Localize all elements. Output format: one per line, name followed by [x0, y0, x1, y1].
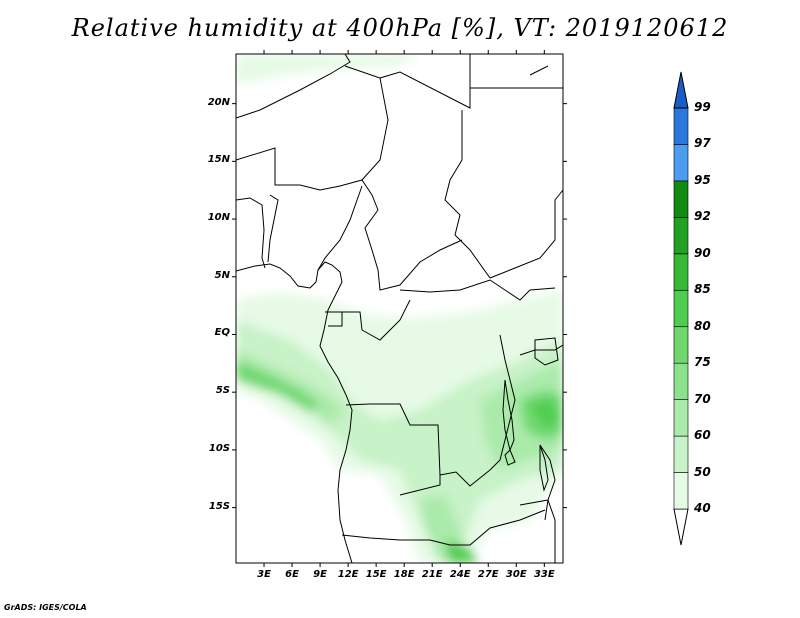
- border-chad-car: [364, 209, 463, 291]
- border-eq-guinea: [325, 311, 343, 327]
- y-tick-label: 5N: [214, 269, 230, 281]
- coast-redsea: [529, 65, 549, 76]
- x-tick-label: 33E: [533, 569, 555, 580]
- colorbar-label: 90: [694, 245, 711, 260]
- border-car-drc: [399, 279, 556, 301]
- colorbar-label: 50: [694, 464, 711, 479]
- humidity-area-north-strip: [236, 54, 420, 84]
- humidity-area-70-east: [480, 360, 563, 470]
- colorbar-segment: [673, 289, 689, 328]
- humidity-field: [236, 54, 563, 563]
- colorbar-segment: [673, 435, 689, 473]
- colorbar-segment: [673, 399, 689, 437]
- colorbar-segment: [673, 253, 689, 291]
- border-southeast: [519, 499, 556, 563]
- border-zambia-south: [429, 509, 546, 546]
- x-tick-label: 9E: [313, 569, 327, 580]
- colorbar-label: 40: [694, 501, 711, 515]
- colorbar-top-arrow: [673, 71, 689, 109]
- colorbar-label: 97: [694, 136, 711, 151]
- map-frame: [235, 53, 564, 564]
- border-tanzania: [519, 344, 563, 356]
- border-benin: [267, 194, 279, 263]
- humidity-area-80: [236, 360, 320, 412]
- lake-malawi: [539, 444, 549, 492]
- y-tick-label: 20N: [207, 96, 230, 108]
- credit-text: GrADS: IGES/COLA: [4, 603, 87, 612]
- colorbar-segment: [673, 180, 689, 218]
- colorbar-label: 80: [694, 318, 711, 333]
- y-tick-label: 10S: [208, 442, 230, 454]
- lake-victoria: [534, 337, 559, 366]
- country-borders: [236, 54, 563, 563]
- x-tick-label: 18E: [393, 569, 415, 580]
- colorbar-label: 99: [694, 100, 711, 114]
- x-axis-ticks: [263, 50, 545, 567]
- border-libya-chad: [379, 54, 471, 109]
- x-tick-label: 24E: [449, 569, 471, 580]
- colorbar-segment: [673, 326, 689, 364]
- colorbar-label: 60: [694, 428, 711, 443]
- colorbar-segment: [673, 362, 689, 400]
- y-tick-label: EQ: [214, 327, 230, 339]
- border-nigeria-cameroon: [317, 185, 363, 271]
- colorbar-segment: [673, 107, 689, 145]
- humidity-area-85-south: [445, 540, 478, 563]
- x-tick-label: 21E: [421, 569, 443, 580]
- border-chad-sudan: [444, 110, 491, 279]
- y-tick-label: 5S: [215, 385, 230, 397]
- humidity-area-85: [530, 400, 560, 428]
- colorbar-segment: [673, 472, 689, 510]
- border-west-africa: [236, 197, 266, 269]
- border-sudan-south: [489, 189, 563, 279]
- lake-tanganyika: [502, 379, 515, 452]
- colorbar-segment: [673, 144, 689, 182]
- y-tick-label: 15S: [208, 500, 230, 512]
- humidity-area-60: [236, 320, 563, 560]
- x-tick-label: 3E: [257, 569, 271, 580]
- border-algeria-mali: [236, 54, 351, 119]
- colorbar-bottom-arrow: [673, 508, 689, 546]
- border-niger-north: [344, 65, 389, 181]
- x-tick-label: 12E: [337, 569, 359, 580]
- border-angola-zambia: [399, 475, 441, 496]
- colorbar-segment: [673, 217, 689, 255]
- x-tick-label: 27E: [477, 569, 499, 580]
- colorbar-label: 85: [694, 282, 711, 297]
- colorbar-label: 95: [694, 172, 711, 187]
- border-drc-east: [489, 334, 516, 471]
- border-drc-angola: [345, 403, 491, 487]
- colorbar-label: 70: [694, 391, 711, 406]
- border-niger-nigeria: [236, 147, 379, 211]
- y-axis-ticks: [232, 103, 567, 509]
- map-title: Relative humidity at 400hPa [%], VT: 201…: [71, 14, 729, 42]
- x-tick-label: 30E: [505, 569, 527, 580]
- colorbar: [673, 71, 689, 546]
- x-tick-label: 15E: [365, 569, 387, 580]
- border-namibia: [341, 534, 430, 541]
- colorbar-label: 92: [694, 209, 711, 224]
- colorbar-label: 75: [694, 355, 711, 370]
- border-gabon-congo: [342, 299, 411, 341]
- y-tick-label: 15N: [207, 154, 230, 166]
- coastline: [236, 261, 353, 563]
- x-tick-label: 6E: [285, 569, 299, 580]
- border-mozambique-malawi: [539, 444, 556, 521]
- lake-mweru: [504, 449, 516, 466]
- y-tick-label: 10N: [207, 212, 230, 224]
